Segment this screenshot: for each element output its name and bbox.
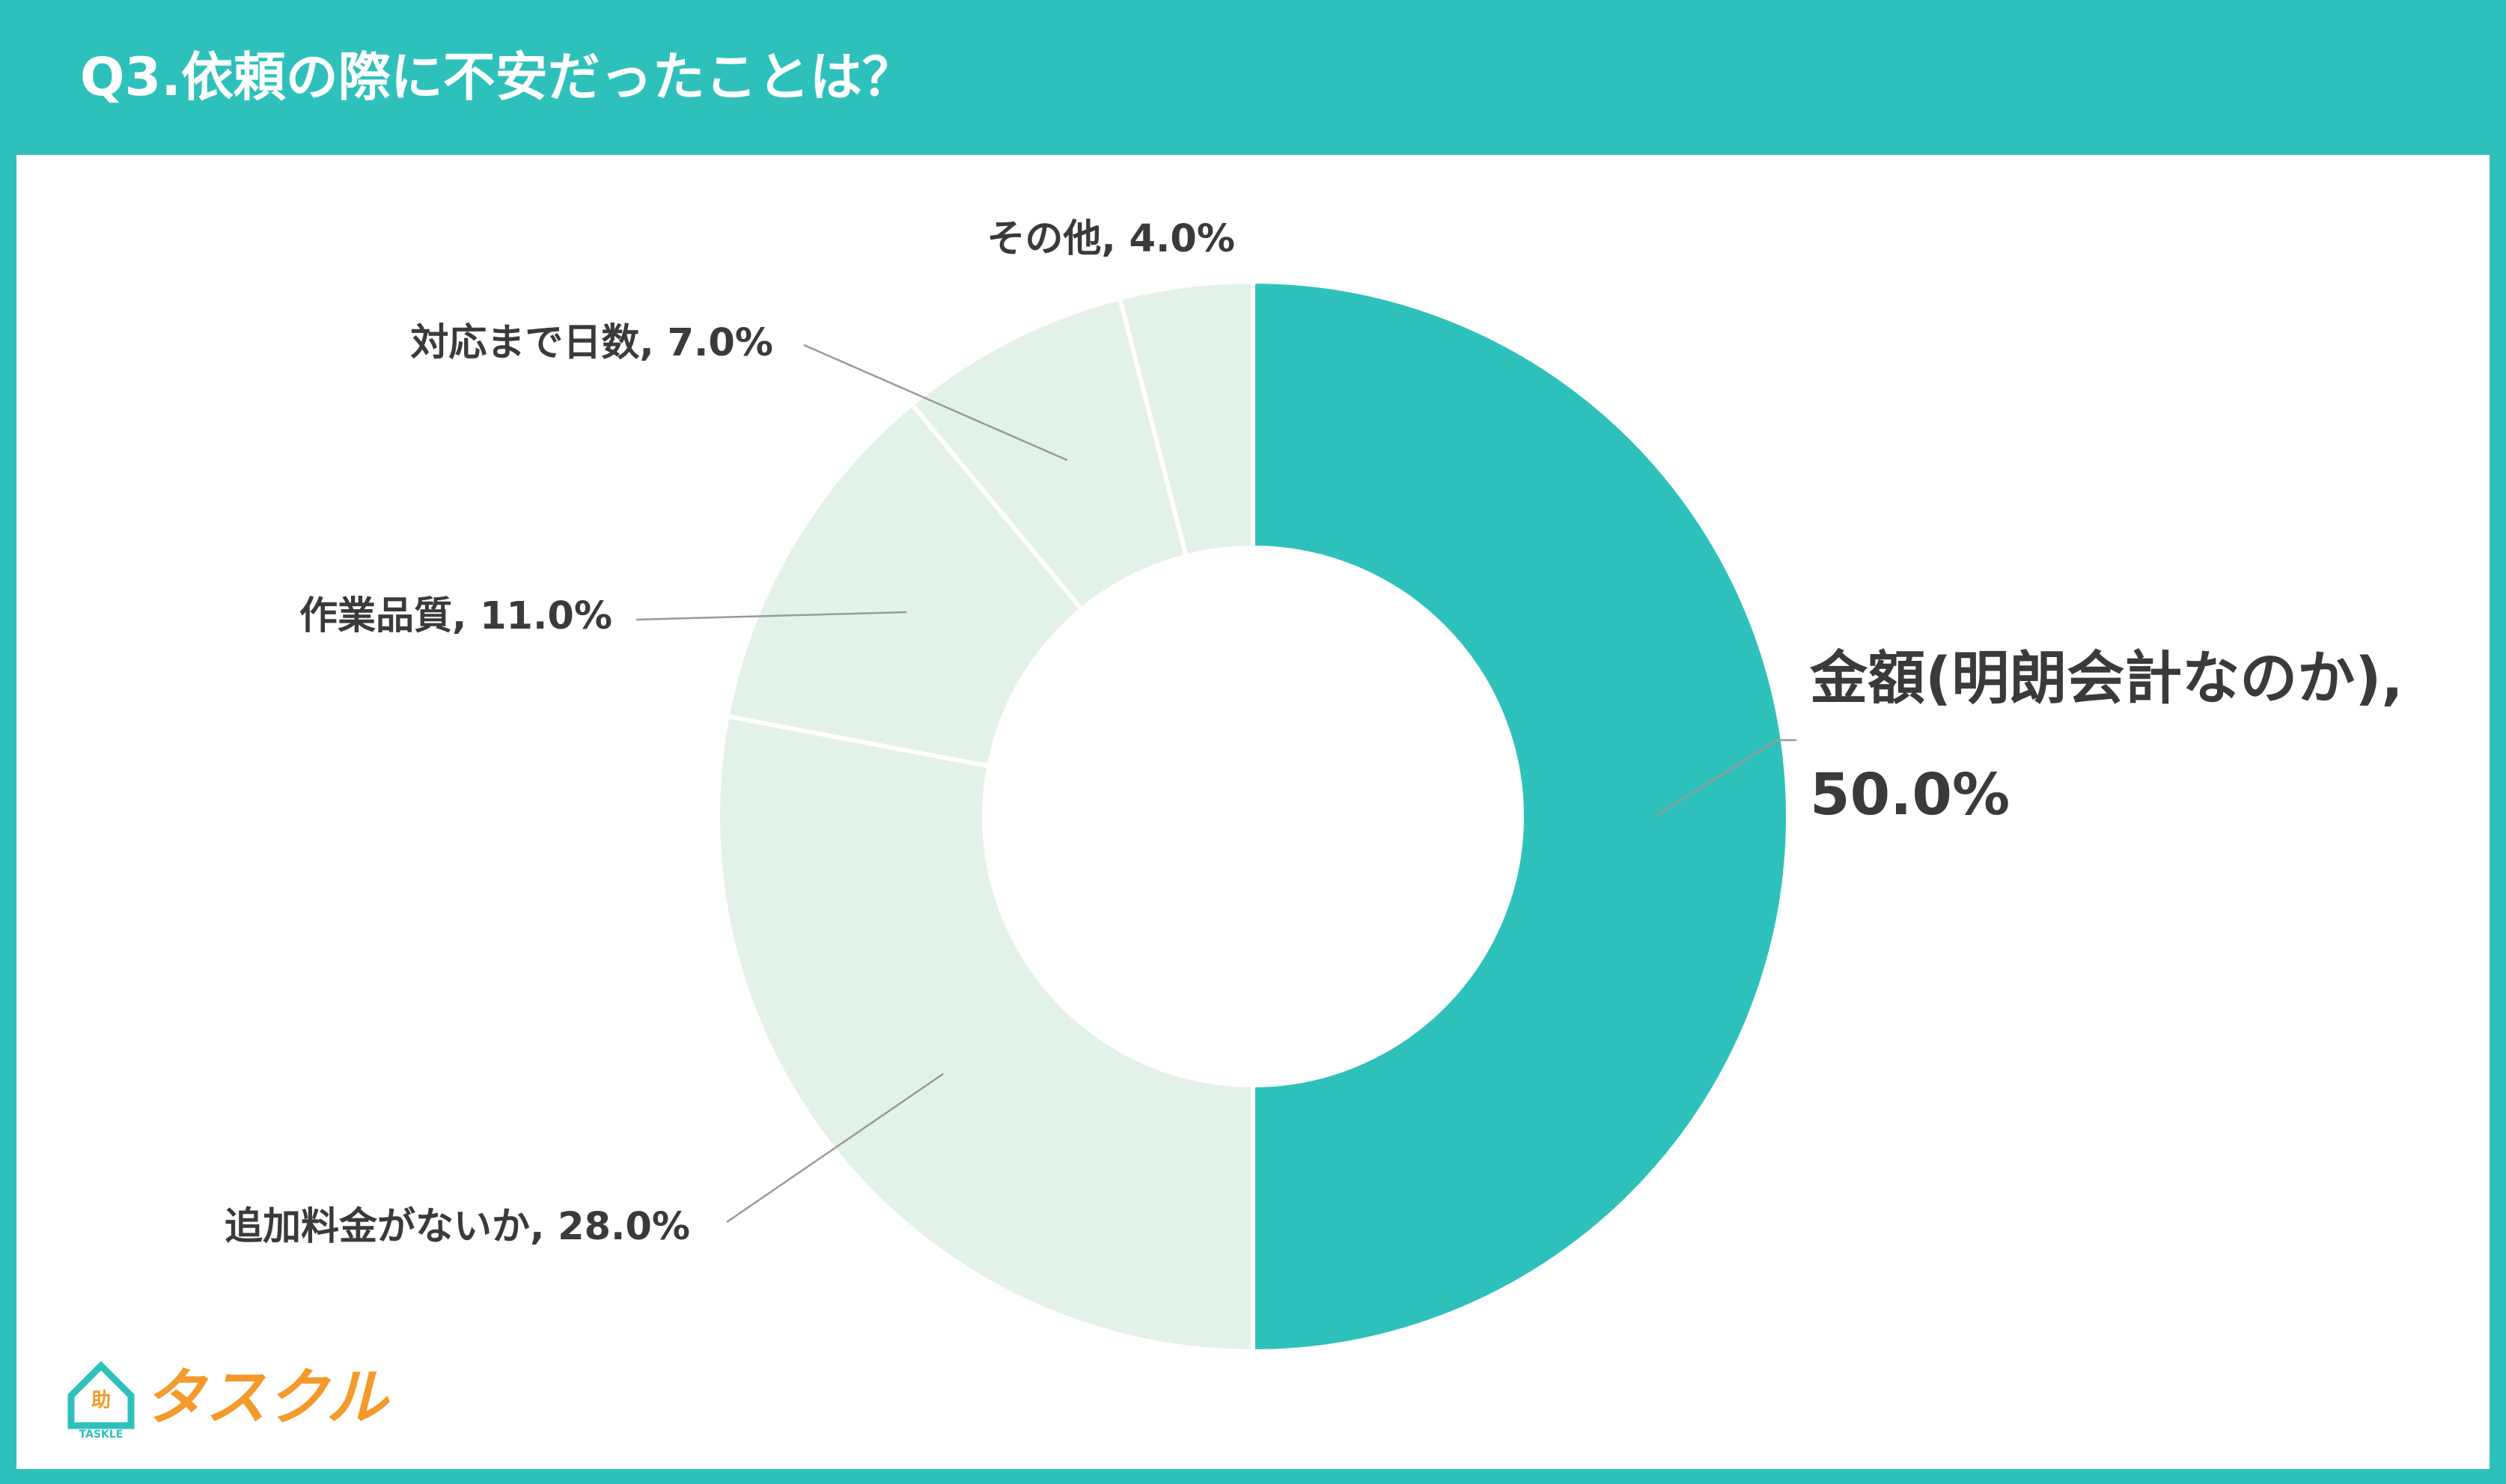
data-label: 作業品質, 11.0% — [299, 594, 612, 638]
logo-icon-text: 助 — [91, 1390, 111, 1412]
data-label: 対応まで日数, 7.0% — [410, 321, 773, 365]
leader-line — [635, 611, 907, 621]
donut-slice — [1251, 278, 1790, 1355]
chart-title: Q3.依頼の際に不安だったことは？ — [80, 46, 915, 108]
data-label: その他, 4.0% — [987, 217, 1235, 261]
logo: 助 TASKLE タスクル — [67, 1361, 391, 1441]
data-label-line: 50.0% — [1810, 762, 2010, 828]
data-label: 金額(明朗会計なのか), 50.0% — [1809, 646, 2403, 828]
logo-house — [67, 1361, 135, 1429]
donut-slice — [1117, 278, 1255, 559]
leader-line — [803, 343, 1068, 462]
logo-subtext: TASKLE — [79, 1429, 124, 1441]
data-label: 追加料金がないか, 28.0% — [225, 1205, 690, 1249]
data-label-line: 金額(明朗会計なのか), — [1809, 646, 2403, 712]
donut-slice — [716, 713, 1255, 1355]
leader-line — [1654, 739, 1796, 818]
logo-text: タスクル — [144, 1362, 391, 1433]
leader-line — [726, 1072, 944, 1224]
